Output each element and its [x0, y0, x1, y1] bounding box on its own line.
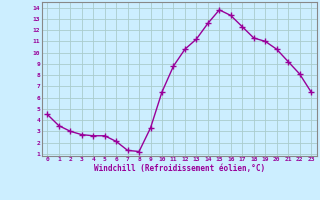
X-axis label: Windchill (Refroidissement éolien,°C): Windchill (Refroidissement éolien,°C) [94, 164, 265, 173]
